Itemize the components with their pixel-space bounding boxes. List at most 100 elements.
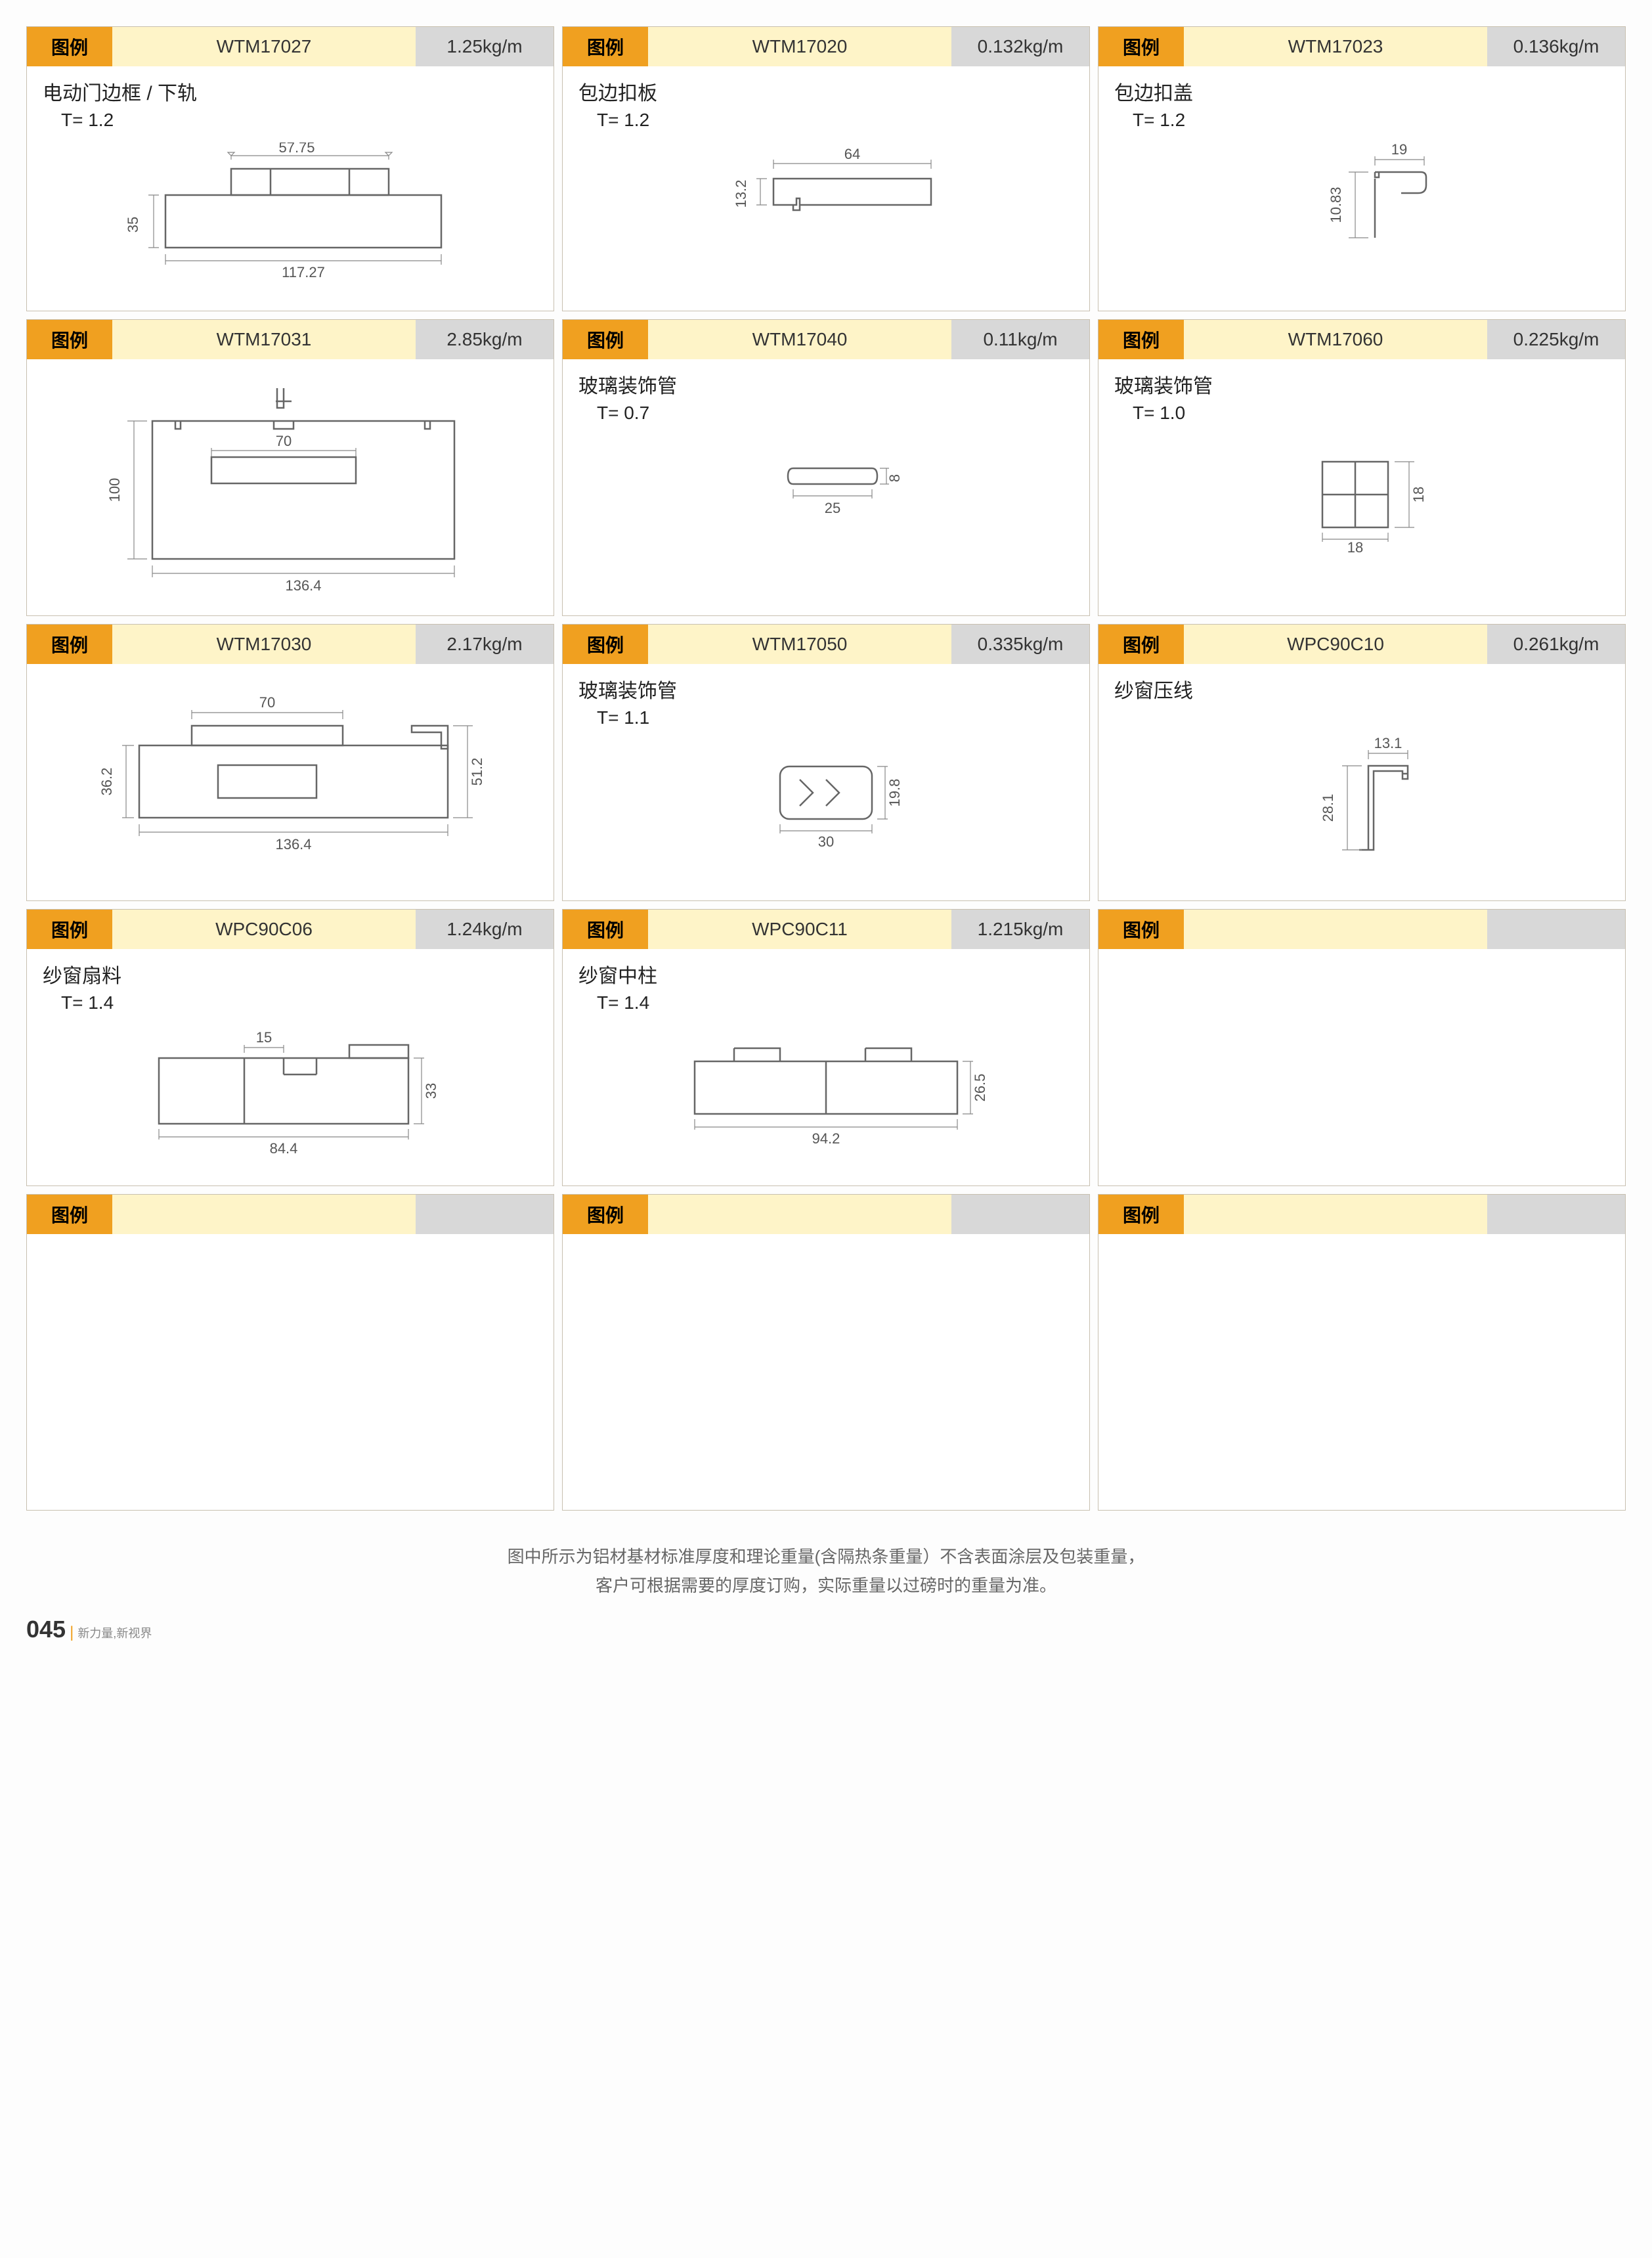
profile-drawing: 19.8 30 (578, 740, 1074, 858)
product-thickness: T= 1.2 (43, 110, 538, 131)
card-header: 图例 (27, 1195, 554, 1234)
card-header: 图例 WPC90C10 0.261kg/m (1098, 625, 1625, 664)
product-desc: 玻璃装饰管 (1114, 370, 1609, 399)
card-header: 图例 WTM17023 0.136kg/m (1098, 27, 1625, 66)
product-card: 图例 WPC90C11 1.215kg/m 纱窗中柱 T= 1.4 26.5 9… (562, 909, 1090, 1186)
product-thickness: T= 1.2 (1114, 110, 1609, 131)
header-label: 图例 (1098, 910, 1184, 949)
product-weight: 2.17kg/m (416, 625, 554, 664)
card-header: 图例 WTM17020 0.132kg/m (563, 27, 1089, 66)
svg-text:25: 25 (825, 500, 840, 516)
product-code: WPC90C06 (112, 910, 416, 949)
product-card: 图例 (26, 1194, 554, 1511)
product-weight: 0.11kg/m (951, 320, 1089, 359)
product-weight: 0.136kg/m (1487, 27, 1625, 66)
product-code: WTM17030 (112, 625, 416, 664)
product-thickness: T= 1.4 (43, 992, 538, 1013)
svg-text:70: 70 (276, 433, 292, 449)
header-label: 图例 (563, 320, 648, 359)
header-label: 图例 (27, 625, 112, 664)
product-card: 图例 WTM17023 0.136kg/m 包边扣盖 T= 1.2 19 10.… (1098, 26, 1626, 311)
product-card: 图例 (562, 1194, 1090, 1511)
product-desc: 玻璃装饰管 (578, 370, 1074, 399)
svg-text:28.1: 28.1 (1320, 794, 1336, 822)
header-label: 图例 (563, 1195, 648, 1234)
product-weight: 0.225kg/m (1487, 320, 1625, 359)
product-code: WTM17050 (648, 625, 951, 664)
product-weight: 1.24kg/m (416, 910, 554, 949)
svg-text:18: 18 (1410, 487, 1427, 502)
product-code (1184, 910, 1487, 949)
svg-text:13.1: 13.1 (1374, 736, 1402, 751)
profile-drawing: 15 33 84.4 (43, 1025, 538, 1170)
product-desc: 玻璃装饰管 (578, 675, 1074, 703)
product-weight: 1.215kg/m (951, 910, 1089, 949)
page-number: 045|新力量,新视界 (26, 1616, 1626, 1643)
header-label: 图例 (27, 320, 112, 359)
product-weight (951, 1195, 1089, 1234)
card-header: 图例 WTM17031 2.85kg/m (27, 320, 554, 359)
svg-text:100: 100 (106, 478, 123, 502)
product-card: 图例 WTM17020 0.132kg/m 包边扣板 T= 1.2 64 13.… (562, 26, 1090, 311)
product-grid: 图例 WTM17027 1.25kg/m 电动门边框 / 下轨 T= 1.2 5… (26, 26, 1626, 1511)
product-code: WTM17023 (1184, 27, 1487, 66)
svg-text:117.27: 117.27 (282, 264, 325, 280)
svg-text:57.75: 57.75 (278, 143, 315, 156)
product-code (112, 1195, 416, 1234)
card-header: 图例 WTM17040 0.11kg/m (563, 320, 1089, 359)
profile-drawing: 64 13.2 (578, 143, 1074, 261)
product-thickness: T= 1.0 (1114, 403, 1609, 424)
product-code: WTM17031 (112, 320, 416, 359)
product-weight: 0.261kg/m (1487, 625, 1625, 664)
svg-text:19: 19 (1391, 143, 1407, 158)
profile-drawing: 26.5 94.2 (578, 1025, 1074, 1157)
profile-drawing: 8 25 (578, 435, 1074, 527)
svg-text:30: 30 (818, 833, 834, 850)
svg-text:18: 18 (1347, 539, 1363, 554)
profile-drawing: 19 10.83 (1114, 143, 1609, 274)
product-card: 图例 (1098, 1194, 1626, 1511)
card-header: 图例 WTM17030 2.17kg/m (27, 625, 554, 664)
svg-text:36.2: 36.2 (98, 768, 115, 796)
page-tagline: 新力量,新视界 (77, 1627, 152, 1640)
svg-text:13.2: 13.2 (733, 180, 749, 208)
product-card: 图例 WTM17060 0.225kg/m 玻璃装饰管 T= 1.0 18 18 (1098, 319, 1626, 616)
profile-drawing: 57.75 35 117.27 (43, 143, 538, 300)
product-desc: 纱窗压线 (1114, 675, 1609, 703)
footer-line1: 图中所示为铝材基材标准厚度和理论重量(含隔热条重量）不含表面涂层及包装重量， (26, 1542, 1626, 1571)
product-weight: 0.335kg/m (951, 625, 1089, 664)
header-label: 图例 (1098, 625, 1184, 664)
product-code: WPC90C10 (1184, 625, 1487, 664)
card-header: 图例 WTM17027 1.25kg/m (27, 27, 554, 66)
card-header: 图例 WPC90C11 1.215kg/m (563, 910, 1089, 949)
product-code: WTM17020 (648, 27, 951, 66)
product-code: WPC90C11 (648, 910, 951, 949)
header-label: 图例 (563, 910, 648, 949)
product-desc: 纱窗扇料 (43, 960, 538, 988)
footer-note: 图中所示为铝材基材标准厚度和理论重量(含隔热条重量）不含表面涂层及包装重量， 客… (26, 1542, 1626, 1600)
product-weight: 1.25kg/m (416, 27, 554, 66)
card-header: 图例 WPC90C06 1.24kg/m (27, 910, 554, 949)
header-label: 图例 (27, 27, 112, 66)
product-card: 图例 WTM17031 2.85kg/m 70 100 (26, 319, 554, 616)
svg-text:35: 35 (125, 217, 141, 232)
profile-drawing: 70 100 136.4 (43, 382, 538, 605)
svg-text:15: 15 (256, 1029, 272, 1046)
product-code: WTM17060 (1184, 320, 1487, 359)
header-label: 图例 (1098, 320, 1184, 359)
svg-text:136.4: 136.4 (285, 577, 321, 594)
profile-drawing: 70 36.2 51.2 136.4 (43, 686, 538, 883)
card-header: 图例 WTM17060 0.225kg/m (1098, 320, 1625, 359)
product-code: WTM17027 (112, 27, 416, 66)
product-card: 图例 WTM17030 2.17kg/m 70 36.2 (26, 624, 554, 901)
product-card: 图例 WPC90C06 1.24kg/m 纱窗扇料 T= 1.4 15 33 (26, 909, 554, 1186)
header-label: 图例 (27, 1195, 112, 1234)
header-label: 图例 (27, 910, 112, 949)
header-label: 图例 (1098, 1195, 1184, 1234)
catalog-page: 图例 WTM17027 1.25kg/m 电动门边框 / 下轨 T= 1.2 5… (26, 26, 1626, 1643)
product-code (1184, 1195, 1487, 1234)
product-card: 图例 WTM17050 0.335kg/m 玻璃装饰管 T= 1.1 19.8 … (562, 624, 1090, 901)
product-thickness: T= 1.1 (578, 707, 1074, 728)
svg-text:64: 64 (844, 146, 860, 162)
product-weight: 2.85kg/m (416, 320, 554, 359)
